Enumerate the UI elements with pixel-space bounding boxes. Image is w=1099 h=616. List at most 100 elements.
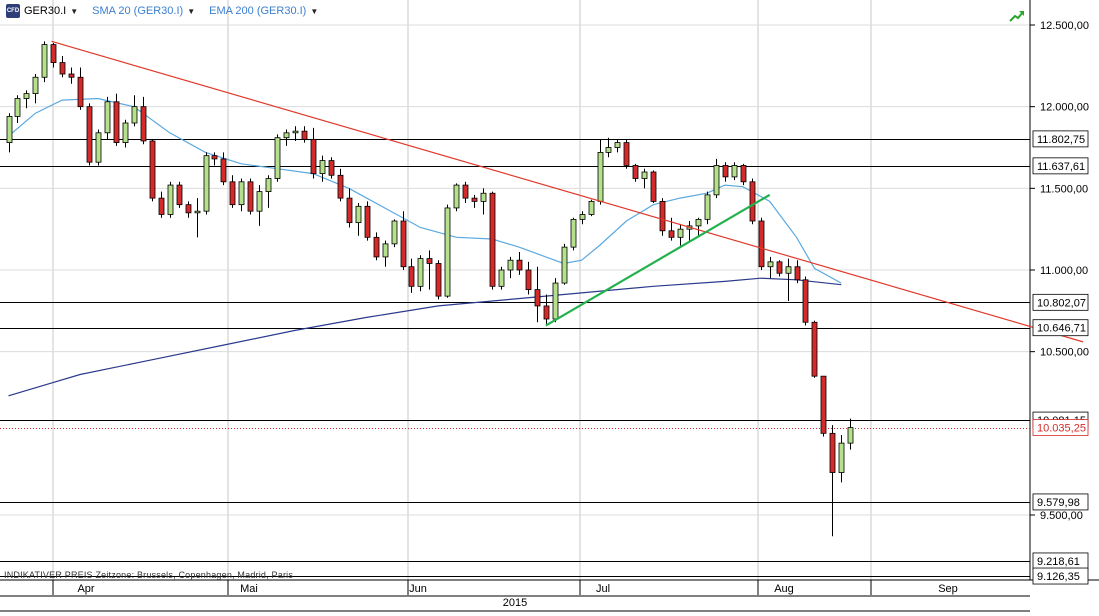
candle-up[interactable] [23, 90, 30, 109]
candle-down[interactable] [462, 181, 469, 204]
candle-up[interactable] [355, 203, 362, 236]
candle-down[interactable] [650, 170, 657, 204]
candle-up[interactable] [256, 185, 263, 226]
candle-up[interactable] [41, 41, 48, 83]
candle-up[interactable] [203, 152, 210, 215]
candle-down[interactable] [337, 168, 344, 202]
candle-down[interactable] [364, 201, 371, 241]
candle-down[interactable] [310, 127, 317, 179]
level-price-box[interactable] [1032, 567, 1089, 585]
candle-down[interactable] [489, 191, 496, 290]
current-price-box[interactable] [1032, 419, 1089, 436]
candle-down[interactable] [86, 103, 93, 166]
candle-down[interactable] [820, 375, 827, 437]
level-price-box[interactable] [1032, 293, 1089, 311]
candle-up[interactable] [570, 217, 577, 251]
candle-up[interactable] [95, 129, 102, 166]
level-price-box[interactable] [1032, 130, 1089, 148]
candle-up[interactable] [731, 162, 738, 181]
candle-up[interactable] [605, 137, 612, 158]
candle-down[interactable] [328, 157, 335, 179]
candle-up[interactable] [579, 211, 586, 225]
candle-down[interactable] [471, 194, 478, 208]
candle-down[interactable] [794, 260, 801, 284]
candle-up[interactable] [704, 191, 711, 225]
candle-down[interactable] [113, 93, 120, 146]
candle-up[interactable] [641, 168, 648, 189]
candle-up[interactable] [6, 113, 13, 153]
candle-up[interactable] [32, 74, 39, 104]
ema-indicator-selector[interactable]: EMA 200 (GER30.I) ▼ [209, 5, 318, 17]
candle-up[interactable] [838, 434, 845, 483]
candle-up[interactable] [498, 266, 505, 290]
candle-down[interactable] [149, 139, 156, 202]
level-price-box[interactable] [1032, 493, 1089, 511]
candle-down[interactable] [211, 152, 218, 166]
candle-up[interactable] [194, 198, 201, 238]
candle-up[interactable] [847, 418, 854, 450]
candle-down[interactable] [185, 201, 192, 218]
trendlines[interactable] [51, 40, 1084, 343]
candle-down[interactable] [740, 163, 747, 186]
price-axis[interactable]: 12.500,00 12.000,00 11.500,00 11.000,00 10.5… [1030, 20, 1089, 585]
candle-down[interactable] [426, 250, 433, 290]
candle-up[interactable] [131, 95, 138, 127]
candle-down[interactable] [77, 67, 84, 110]
candle-down[interactable] [543, 294, 550, 324]
candle-down[interactable] [525, 261, 532, 295]
trend-arrow-icon[interactable] [1008, 8, 1026, 24]
candle-up[interactable] [382, 240, 389, 267]
uptrend-line[interactable] [545, 193, 771, 327]
candle-up[interactable] [552, 278, 559, 323]
candle-up[interactable] [292, 126, 299, 141]
candle-up[interactable] [507, 256, 514, 279]
candle-down[interactable] [346, 188, 353, 228]
candle-up[interactable] [417, 255, 424, 292]
candles[interactable] [6, 41, 854, 537]
candle-down[interactable] [516, 252, 523, 275]
candle-up[interactable] [785, 258, 792, 302]
candle-up[interactable] [561, 243, 568, 285]
candle-down[interactable] [802, 276, 809, 326]
candle-up[interactable] [265, 175, 272, 208]
candle-down[interactable] [534, 266, 541, 323]
candle-down[interactable] [301, 126, 308, 143]
candle-up[interactable] [14, 95, 21, 123]
candle-down[interactable] [373, 232, 380, 261]
candle-up[interactable] [283, 129, 290, 146]
candle-up[interactable] [444, 204, 451, 298]
instrument-selector[interactable]: CFD GER30.I ▼ [6, 4, 78, 18]
candle-down[interactable] [623, 139, 630, 169]
candle-up[interactable] [677, 224, 684, 246]
candle-up[interactable] [167, 181, 174, 218]
candle-down[interactable] [829, 425, 836, 537]
candle-up[interactable] [480, 188, 487, 215]
candle-up[interactable] [588, 199, 595, 217]
candle-down[interactable] [59, 56, 66, 78]
candle-down[interactable] [140, 96, 147, 145]
downtrend-line[interactable] [51, 40, 1084, 343]
candle-down[interactable] [400, 211, 407, 270]
candle-up[interactable] [274, 134, 281, 182]
sma-indicator-selector[interactable]: SMA 20 (GER30.I) ▼ [92, 5, 195, 17]
candle-down[interactable] [659, 198, 666, 236]
candle-down[interactable] [408, 258, 415, 293]
candle-down[interactable] [176, 181, 183, 208]
candle-down[interactable] [722, 162, 729, 182]
candle-down[interactable] [758, 217, 765, 270]
candle-up[interactable] [713, 158, 720, 199]
candle-up[interactable] [767, 256, 774, 279]
candle-down[interactable] [158, 191, 165, 218]
candle-down[interactable] [749, 178, 756, 225]
candle-up[interactable] [695, 217, 702, 238]
candle-down[interactable] [220, 152, 227, 186]
level-price-box[interactable] [1032, 319, 1089, 337]
candle-down[interactable] [811, 320, 818, 378]
candle-down[interactable] [68, 67, 75, 84]
candle-down[interactable] [247, 178, 254, 215]
candle-down[interactable] [776, 260, 783, 277]
candle-up[interactable] [122, 119, 129, 148]
candle-up[interactable] [391, 219, 398, 248]
